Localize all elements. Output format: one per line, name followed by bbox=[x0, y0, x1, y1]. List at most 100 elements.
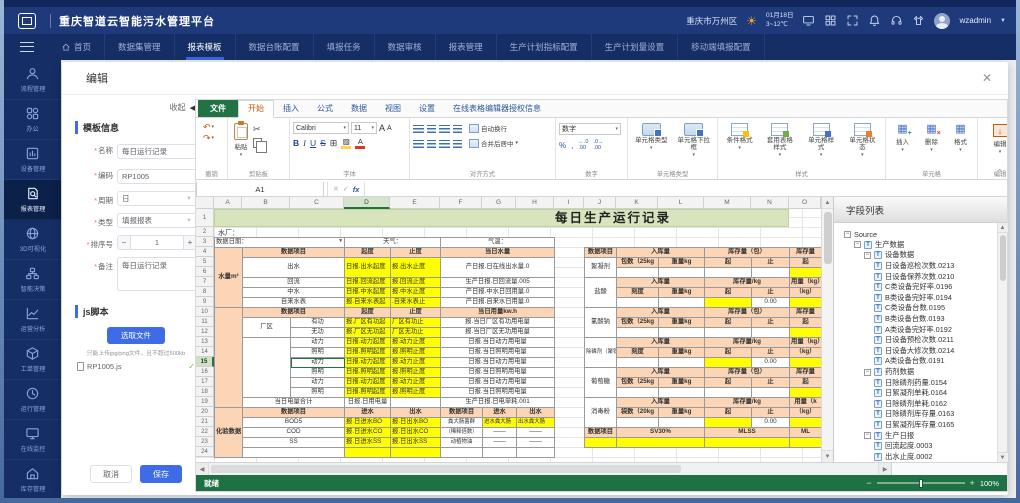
conditional-format-button[interactable]: 条件格式 ▾ bbox=[722, 122, 758, 152]
ribbon-collapse-chevron-icon[interactable]: ⌃ bbox=[996, 168, 1003, 177]
order-value[interactable]: 1 bbox=[154, 238, 160, 247]
sheet-cell[interactable]: 日报.动力起度 bbox=[344, 377, 392, 388]
sidebar-item-analysis[interactable]: 运营分析 bbox=[4, 300, 61, 340]
sheet-cell[interactable]: 报.中水止度 bbox=[390, 287, 442, 298]
sheet-cell[interactable] bbox=[616, 387, 659, 398]
sheet-cell[interactable]: 报.当日厂区有功用电量 bbox=[440, 317, 556, 328]
sheet-cell[interactable] bbox=[214, 307, 243, 408]
sheet-cell[interactable] bbox=[704, 357, 753, 368]
column-header-A[interactable]: A bbox=[214, 197, 242, 209]
sheet-cell[interactable]: SV30% bbox=[615, 427, 706, 438]
column-header-E[interactable]: E bbox=[390, 197, 440, 209]
row-header-3[interactable]: 3 bbox=[196, 237, 214, 247]
tree-field-item[interactable]: T 回流起度.0003 bbox=[844, 441, 995, 452]
sheet-cell[interactable] bbox=[615, 437, 706, 448]
column-header-C[interactable]: C bbox=[290, 197, 344, 209]
sidebar-item-user[interactable]: 流程管理 bbox=[4, 60, 61, 100]
sheet-cell[interactable] bbox=[657, 327, 706, 338]
sheet-cell[interactable] bbox=[751, 387, 791, 398]
align-left-icon[interactable] bbox=[413, 138, 424, 148]
sheet-cell[interactable]: 除磷剂（聚铁） bbox=[584, 337, 617, 368]
collapse-label[interactable]: 收起 bbox=[169, 103, 186, 112]
tree-field-item[interactable]: T 日设备保养次数.0210 bbox=[844, 271, 995, 282]
row-header-5[interactable]: 5 bbox=[196, 257, 214, 267]
sheet-title-cell[interactable]: 每日生产运行记录 bbox=[214, 209, 789, 227]
sheet-cell[interactable]: 数据项目 bbox=[241, 307, 346, 318]
sheet-cell[interactable] bbox=[516, 447, 556, 458]
tree-field-item[interactable]: T B类设备完好率.0194 bbox=[844, 293, 995, 304]
sheet-cell[interactable]: 库存量（包） bbox=[704, 307, 791, 318]
sheet-cell[interactable]: 日报.动力起度 bbox=[344, 357, 392, 368]
sheet-cell[interactable] bbox=[704, 297, 753, 308]
row-header-13[interactable]: 13 bbox=[196, 337, 214, 347]
chevron-down-icon[interactable]: ▼ bbox=[338, 238, 344, 245]
sheet-vertical-scrollbar[interactable]: ▲ ▼ bbox=[821, 197, 834, 462]
sheet-cell[interactable]: 日报.照明起度 bbox=[344, 387, 392, 398]
sheet-cell[interactable]: 止 bbox=[751, 407, 791, 418]
column-header-I[interactable]: I bbox=[554, 197, 584, 209]
sheet-cell[interactable]: 库存量 bbox=[789, 307, 821, 318]
sheet-cell[interactable]: 动力 bbox=[289, 357, 346, 368]
column-header-L[interactable]: L bbox=[658, 197, 704, 209]
sheet-cell[interactable]: 起 bbox=[704, 377, 753, 388]
column-header-O[interactable]: O bbox=[789, 197, 821, 209]
row-header-12[interactable]: 12 bbox=[196, 327, 214, 337]
ribbon-tab-3[interactable]: 插入 bbox=[283, 104, 299, 113]
ribbon-tab-5[interactable]: 数据 bbox=[351, 104, 367, 113]
sheet-cell[interactable]: 日报.当日动力用电量 bbox=[440, 337, 556, 348]
sheet-cell[interactable]: 库存量（包） bbox=[704, 367, 791, 378]
column-header-F[interactable]: F bbox=[440, 197, 482, 209]
sidebar-item-monitor[interactable]: 在线监控 bbox=[4, 420, 61, 460]
sheet-cell[interactable]: 重量kg bbox=[657, 257, 706, 268]
row-header-11[interactable]: 11 bbox=[196, 317, 214, 327]
sheet-cell[interactable]: 重量kg bbox=[657, 317, 706, 328]
row-header-22[interactable]: 22 bbox=[196, 427, 214, 437]
delete-cells-button[interactable]: ▦ × 删除 ▾ bbox=[925, 123, 941, 154]
sheet-cell[interactable]: 0.00 bbox=[751, 297, 791, 308]
sheet-cell[interactable]: 水量m³ bbox=[214, 247, 243, 308]
stepper-plus-button[interactable]: + bbox=[183, 236, 196, 249]
sheet-cell[interactable]: 报.动力止度 bbox=[390, 357, 442, 368]
cell-state-button[interactable]: 单元格状态 ▾ bbox=[843, 122, 881, 159]
number-format-select[interactable]: 数字 ▾ bbox=[559, 123, 621, 135]
sheet-cell[interactable] bbox=[704, 267, 753, 278]
sheet-cell[interactable]: 包数（25kg bbox=[616, 377, 659, 388]
sheet-cell[interactable]: 重量kg bbox=[657, 377, 706, 388]
sheet-cell[interactable]: 消毒粉 bbox=[584, 397, 617, 428]
field-scroll-thumb[interactable] bbox=[999, 235, 1006, 281]
sheet-cell[interactable]: 数据项目 bbox=[440, 407, 484, 418]
sheet-cell[interactable]: 当日用量kw.h bbox=[440, 307, 556, 318]
sheet-cell[interactable]: 数据项目 bbox=[584, 247, 617, 258]
uploaded-file-row[interactable]: RP1005.js ✓ bbox=[75, 362, 197, 371]
sheet-cell[interactable]: 数据项目 bbox=[241, 407, 346, 418]
ribbon-tab-4[interactable]: 公式 bbox=[317, 104, 333, 113]
tree-field-item[interactable]: T 日除磷剂库存量.0163 bbox=[844, 409, 995, 420]
support-headset-icon[interactable] bbox=[890, 14, 903, 27]
sheet-cell[interactable]: （kg） bbox=[789, 287, 821, 298]
sheet-cell[interactable] bbox=[390, 447, 442, 458]
sheet-cell[interactable]: （稀释倍数） bbox=[440, 427, 484, 438]
percent-format-icon[interactable]: % bbox=[559, 141, 567, 150]
zoom-slider-thumb[interactable] bbox=[918, 478, 923, 488]
sheet-cell[interactable]: 起 bbox=[704, 257, 753, 268]
sheet-cell[interactable]: BOD5 bbox=[241, 417, 346, 428]
sheet-cell[interactable]: 起度 bbox=[344, 307, 392, 318]
sheet-cell[interactable]: 止 bbox=[751, 287, 791, 298]
sheet-cell[interactable] bbox=[789, 437, 821, 448]
sheet-cell[interactable]: 重量kg bbox=[657, 287, 706, 298]
sheet-cell[interactable]: .自来水表止 bbox=[390, 297, 442, 308]
row-header-20[interactable]: 20 bbox=[196, 407, 214, 417]
tree-field-item[interactable]: T 日絮凝剂单耗.0164 bbox=[844, 388, 995, 399]
tree-field-item[interactable]: T A类设备台数.0191 bbox=[844, 356, 995, 367]
sheet-cell[interactable] bbox=[704, 327, 753, 338]
sheet-cell[interactable]: 中水 bbox=[241, 287, 346, 298]
column-header-J[interactable]: J bbox=[584, 197, 616, 209]
sheet-cell[interactable]: 葡萄糖 bbox=[584, 367, 617, 398]
plant-label-cell[interactable]: 水厂： bbox=[218, 230, 239, 237]
sheet-cell[interactable] bbox=[704, 437, 791, 448]
row-header-9[interactable]: 9 bbox=[196, 297, 214, 307]
sheet-cell[interactable]: 当日电量合计 bbox=[241, 397, 346, 408]
column-header-B[interactable]: B bbox=[242, 197, 290, 209]
theme-icon[interactable] bbox=[912, 14, 925, 27]
sidebar-item-decision[interactable]: 智能决策 bbox=[4, 260, 61, 300]
